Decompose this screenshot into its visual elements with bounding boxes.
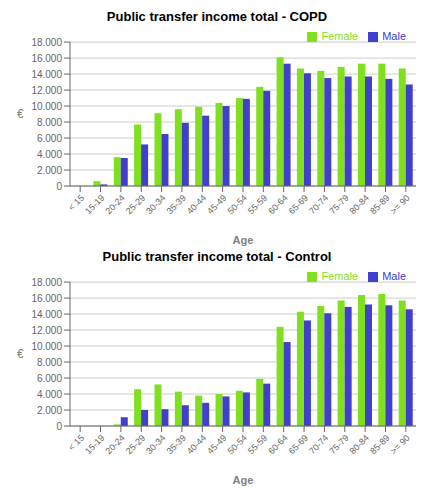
- svg-text:40-44: 40-44: [185, 433, 208, 456]
- html-text:Male: Male: [382, 270, 406, 282]
- svg-text:50-54: 50-54: [226, 433, 249, 456]
- svg-text:€: €: [17, 107, 24, 121]
- svg-text:14.000: 14.000: [31, 69, 62, 80]
- svg-text:€: €: [17, 347, 24, 361]
- svg-text:70-74: 70-74: [307, 433, 330, 456]
- svg-text:Age: Age: [233, 474, 254, 486]
- svg-text:60-64: 60-64: [266, 433, 289, 456]
- svg-text:35-39: 35-39: [165, 193, 188, 216]
- svg-text:50-54: 50-54: [226, 193, 249, 216]
- svg-text:15-19: 15-19: [83, 193, 106, 216]
- svg-text:Age: Age: [233, 234, 254, 246]
- svg-text:0: 0: [56, 421, 62, 432]
- svg-text:10.000: 10.000: [31, 341, 62, 352]
- html-text:Public transfer income total -: Public transfer income total - Control: [102, 249, 332, 264]
- svg-text:16.000: 16.000: [31, 293, 62, 304]
- svg-text:0: 0: [56, 181, 62, 192]
- svg-text:30-34: 30-34: [144, 193, 167, 216]
- svg-text:35-39: 35-39: [165, 433, 188, 456]
- svg-text:6.000: 6.000: [37, 133, 62, 144]
- svg-text:12.000: 12.000: [31, 325, 62, 336]
- svg-text:2.000: 2.000: [37, 405, 62, 416]
- svg-text:10.000: 10.000: [31, 101, 62, 112]
- svg-text:25-29: 25-29: [124, 433, 147, 456]
- svg-text:18.000: 18.000: [31, 277, 62, 288]
- svg-text:4.000: 4.000: [37, 389, 62, 400]
- svg-text:55-59: 55-59: [246, 433, 269, 456]
- svg-text:45-49: 45-49: [205, 193, 228, 216]
- svg-text:65-69: 65-69: [287, 433, 310, 456]
- html-text:Female: Female: [321, 270, 359, 282]
- svg-text:14.000: 14.000: [31, 309, 62, 320]
- svg-text:18.000: 18.000: [31, 37, 62, 48]
- svg-text:25-29: 25-29: [124, 193, 147, 216]
- svg-text:85-89: 85-89: [368, 193, 391, 216]
- svg-text:75-79: 75-79: [327, 193, 350, 216]
- svg-text:16.000: 16.000: [31, 53, 62, 64]
- svg-text:80-84: 80-84: [348, 193, 371, 216]
- svg-text:80-84: 80-84: [348, 433, 371, 456]
- html-text:Public transfer income total -: Public transfer income total - COPD: [106, 9, 328, 24]
- svg-text:8.000: 8.000: [37, 357, 62, 368]
- svg-text:12.000: 12.000: [31, 85, 62, 96]
- html-text:Male: Male: [382, 30, 406, 42]
- svg-text:70-74: 70-74: [307, 193, 330, 216]
- svg-text:< 15: < 15: [66, 192, 87, 213]
- svg-text:85-89: 85-89: [368, 433, 391, 456]
- html-text:Female: Female: [321, 30, 359, 42]
- svg-text:45-49: 45-49: [205, 433, 228, 456]
- svg-text:6.000: 6.000: [37, 373, 62, 384]
- svg-text:4.000: 4.000: [37, 149, 62, 160]
- svg-text:8.000: 8.000: [37, 117, 62, 128]
- svg-text:60-64: 60-64: [266, 193, 289, 216]
- svg-text:20-24: 20-24: [103, 433, 126, 456]
- svg-text:55-59: 55-59: [246, 193, 269, 216]
- svg-text:>= 90: >= 90: [388, 193, 411, 216]
- svg-text:40-44: 40-44: [185, 193, 208, 216]
- svg-text:15-19: 15-19: [83, 433, 106, 456]
- svg-text:2.000: 2.000: [37, 165, 62, 176]
- svg-text:>= 90: >= 90: [388, 433, 411, 456]
- svg-text:30-34: 30-34: [144, 433, 167, 456]
- svg-text:75-79: 75-79: [327, 433, 350, 456]
- svg-text:65-69: 65-69: [287, 193, 310, 216]
- svg-text:< 15: < 15: [66, 432, 87, 453]
- svg-text:20-24: 20-24: [103, 193, 126, 216]
